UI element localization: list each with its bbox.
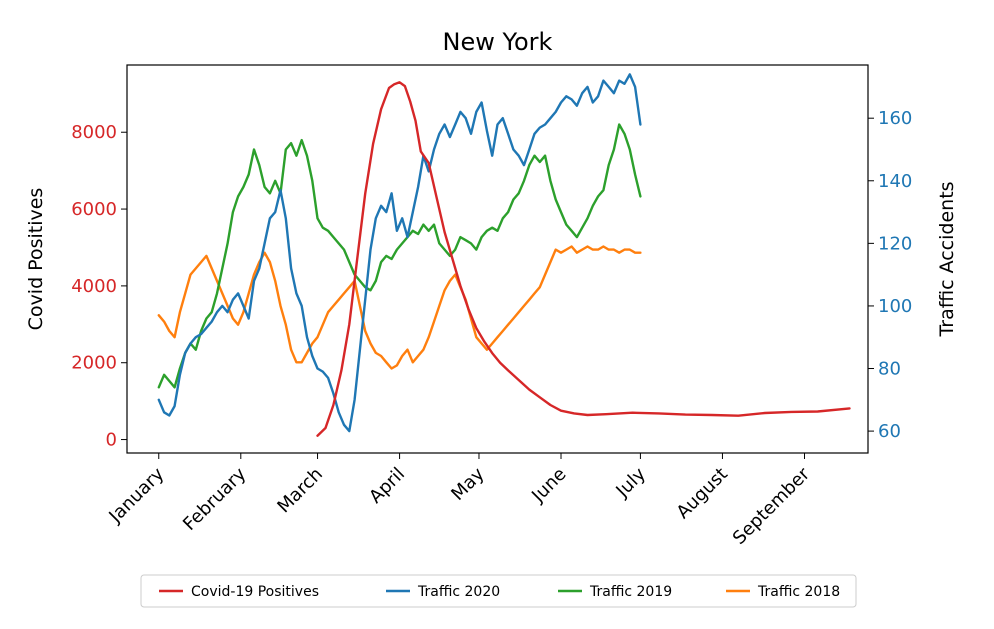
y-left-tick-label: 6000 (71, 199, 117, 220)
y-left-tick-label: 0 (106, 430, 117, 451)
y-right-tick-label: 120 (878, 233, 912, 254)
legend-label-traffic-2019: Traffic 2019 (589, 584, 672, 600)
plot-area-frame (126, 64, 869, 454)
legend-label-traffic-2018: Traffic 2018 (757, 584, 840, 600)
y-axis-left-label: Covid Positives (25, 188, 47, 331)
y-right-tick-label: 140 (878, 171, 912, 192)
series-line-traffic-2020 (157, 73, 642, 433)
legend-label-traffic-2020: Traffic 2020 (417, 584, 500, 600)
series-line-traffic-2018 (157, 245, 642, 370)
y-axis-right-label: Traffic Accidents (936, 181, 958, 337)
legend-label-covid-19-positives: Covid-19 Positives (191, 584, 319, 600)
legend: Covid-19 Positives Traffic 2020 Traffic 20… (140, 574, 857, 608)
y-left-tick-label: 8000 (71, 122, 117, 143)
y-left-tick-label: 2000 (71, 353, 117, 374)
series-layer (157, 73, 851, 437)
series-line-covid-19-positives (316, 81, 851, 437)
series-line-traffic-2019 (157, 123, 642, 389)
chart-title: New York (443, 28, 553, 56)
y-right-tick-label: 60 (878, 421, 901, 442)
y-left-tick-label: 4000 (71, 276, 117, 297)
y-right-tick-label: 100 (878, 296, 912, 317)
legend-frame (140, 574, 857, 608)
y-right-tick-label: 80 (878, 359, 901, 380)
y-right-tick-label: 160 (878, 108, 912, 129)
